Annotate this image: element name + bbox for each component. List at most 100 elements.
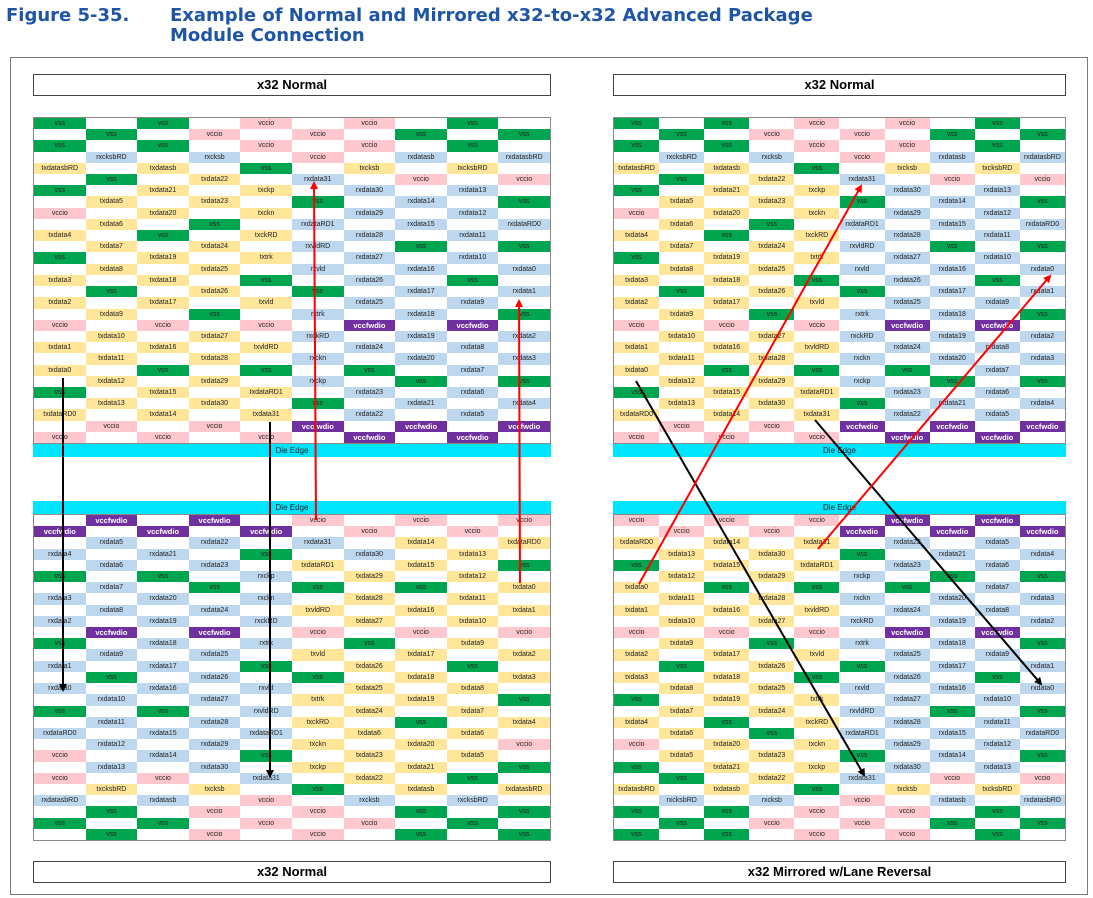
bottom-left-bump-cell xyxy=(446,783,499,796)
bottom-right-bump-cell: rxdata25 xyxy=(884,649,930,661)
bottom-left-bump-cell: vss xyxy=(188,582,241,594)
bottom-left-bump-cell xyxy=(498,683,550,695)
top-left-bump-cell: vccfwdio xyxy=(292,420,344,432)
bottom-right-bump-cell xyxy=(839,649,885,661)
top-right-bump-cell xyxy=(1019,230,1065,242)
top-left-bump-cell xyxy=(85,297,138,309)
top-right-bump-cell: txdata3 xyxy=(614,274,660,287)
bottom-right-bump-cell xyxy=(1019,604,1065,616)
bottom-right-bump-cell xyxy=(704,705,750,717)
bottom-right-bump-cell: vccio xyxy=(659,526,705,538)
top-right-bump-cell: vccio xyxy=(749,129,795,141)
top-left-bump-cell: vss xyxy=(498,129,550,141)
top-left-bump-cell xyxy=(34,218,86,231)
bottom-left-bump-cell xyxy=(292,772,344,784)
bottom-left-bump-cell xyxy=(188,817,241,829)
top-right-bump-cell xyxy=(1019,162,1065,175)
top-right-bump-cell: rxdata4 xyxy=(1019,398,1065,410)
top-left-bump-cell xyxy=(34,353,86,365)
top-left-bump-cell xyxy=(292,162,344,175)
top-left-bump-cell xyxy=(292,140,344,152)
top-left-bump-cell: vss xyxy=(188,218,241,231)
bottom-left-bump-cell xyxy=(343,783,396,796)
top-left-bump-cell: vss xyxy=(137,364,189,376)
bottom-left-bump-cell xyxy=(188,772,241,784)
top-right-bump-cell xyxy=(929,297,975,309)
top-left-bump-cell: rxdata23 xyxy=(343,386,396,399)
bottom-left-bump-cell: txdata9 xyxy=(446,638,499,650)
bottom-right-bump-cell: vss xyxy=(749,638,795,650)
top-right-bump-cell: rxdata18 xyxy=(929,308,975,320)
top-right-bump-cell: vss xyxy=(659,286,705,298)
bottom-left-bump-cell: rxdata1 xyxy=(34,660,86,672)
top-left-bump-cell: rxdata7 xyxy=(446,364,499,376)
top-right-bump-cell xyxy=(659,431,705,443)
bottom-right-bump-cell: txdata27 xyxy=(749,615,795,628)
top-left-bump-cell: vccio xyxy=(34,319,86,331)
top-left-bump-cell xyxy=(446,375,499,387)
bottom-left-bump-cell: txdata6 xyxy=(446,727,499,740)
top-left-bump-cell: vss xyxy=(34,185,86,197)
top-right-bump-cell: rxdata9 xyxy=(974,297,1020,309)
top-left-bump-cell xyxy=(137,308,189,320)
bottom-right-bump-cell xyxy=(974,571,1020,583)
top-left-bump-cell: rxdata31 xyxy=(292,174,344,186)
top-left-bump-cell: rxdata8 xyxy=(446,342,499,354)
bottom-right-bump-cell: txdataRD1 xyxy=(794,559,840,572)
top-right-bump-cell: rxdata23 xyxy=(884,386,930,399)
bottom-right-bump-cell: txdata23 xyxy=(749,750,795,762)
top-left-bump-cell xyxy=(240,286,292,298)
top-right-bump-cell xyxy=(974,151,1020,163)
top-right-bump-cell: vccio xyxy=(839,129,885,141)
top-left-bump-cell xyxy=(292,297,344,309)
top-right-bump-cell xyxy=(929,319,975,331)
bottom-right-bump-cell: rxdata5 xyxy=(974,537,1020,549)
bottom-right-bump-cell xyxy=(614,638,660,650)
bottom-right-bump-cell: vccfwdio xyxy=(929,526,975,538)
bottom-left-bump-cell xyxy=(85,683,138,695)
top-right-bump-cell xyxy=(704,241,750,253)
bottom-right-bump-cell xyxy=(974,705,1020,717)
top-left-bump-cell xyxy=(343,330,396,343)
top-right-bump-cell: rxdataRD0 xyxy=(1019,218,1065,231)
top-right-bump-cell: rxdata20 xyxy=(929,353,975,365)
bottom-right-bump-cell: vccio xyxy=(749,526,795,538)
top-left-bump-cell: txvldRD xyxy=(240,342,292,354)
bottom-left-bump-cell: rxdata31 xyxy=(240,772,292,784)
bottom-right-bump-cell: vss xyxy=(704,806,750,818)
bottom-left-bump-cell xyxy=(137,739,189,751)
top-right-bump-cell: vss xyxy=(749,308,795,320)
bottom-left-bump-cell xyxy=(446,806,499,818)
bottom-right-bump-cell: txdatasb xyxy=(704,783,750,796)
bottom-left-bump-cell xyxy=(395,615,447,628)
bottom-right-bump-cell: vccio xyxy=(614,515,660,527)
bottom-left-bump-cell: rxdata7 xyxy=(85,582,138,594)
bottom-left-bump-cell xyxy=(240,694,292,706)
top-right-bump-cell: vss xyxy=(704,230,750,242)
bottom-left-bump-cell: rxdata30 xyxy=(343,548,396,560)
bottom-right-bump-cell: vccio xyxy=(794,515,840,527)
top-right-bump-cell: vccio xyxy=(614,207,660,219)
top-left-bump-cell xyxy=(137,174,189,186)
top-right-bump-cell: txdata17 xyxy=(704,297,750,309)
top-right-bump-cell: rxdata19 xyxy=(929,330,975,343)
bottom-left-bump-cell: rxdata29 xyxy=(188,739,241,751)
bottom-right-bump-cell: rxdata24 xyxy=(884,604,930,616)
bottom-right-bump-cell: txdata3 xyxy=(614,671,660,684)
top-left-bump-cell: txdata13 xyxy=(85,398,138,410)
top-left-bump-cell: vss xyxy=(85,286,138,298)
bottom-right-bump-cell xyxy=(704,615,750,628)
top-right-bump-cell: vccfwdio xyxy=(1019,420,1065,432)
bump-grid-bottom-left: vccfwdio vccfwdio vccio vccio vccio vccfwdio v… xyxy=(33,514,551,841)
top-left-bump-cell: txdata2 xyxy=(34,297,86,309)
bottom-right-bump-cell: vccio xyxy=(794,627,840,639)
top-right-bump-cell xyxy=(884,286,930,298)
bottom-right-bump-cell: vss xyxy=(794,671,840,684)
top-left-bump-cell xyxy=(137,353,189,365)
top-left-bump-cell xyxy=(34,241,86,253)
bottom-right-bump-cell: txdata20 xyxy=(704,739,750,751)
top-left-bump-cell xyxy=(446,286,499,298)
bottom-left-bump-cell xyxy=(85,817,138,829)
top-left-bump-cell xyxy=(34,420,86,432)
bottom-right-bump-cell xyxy=(839,582,885,594)
